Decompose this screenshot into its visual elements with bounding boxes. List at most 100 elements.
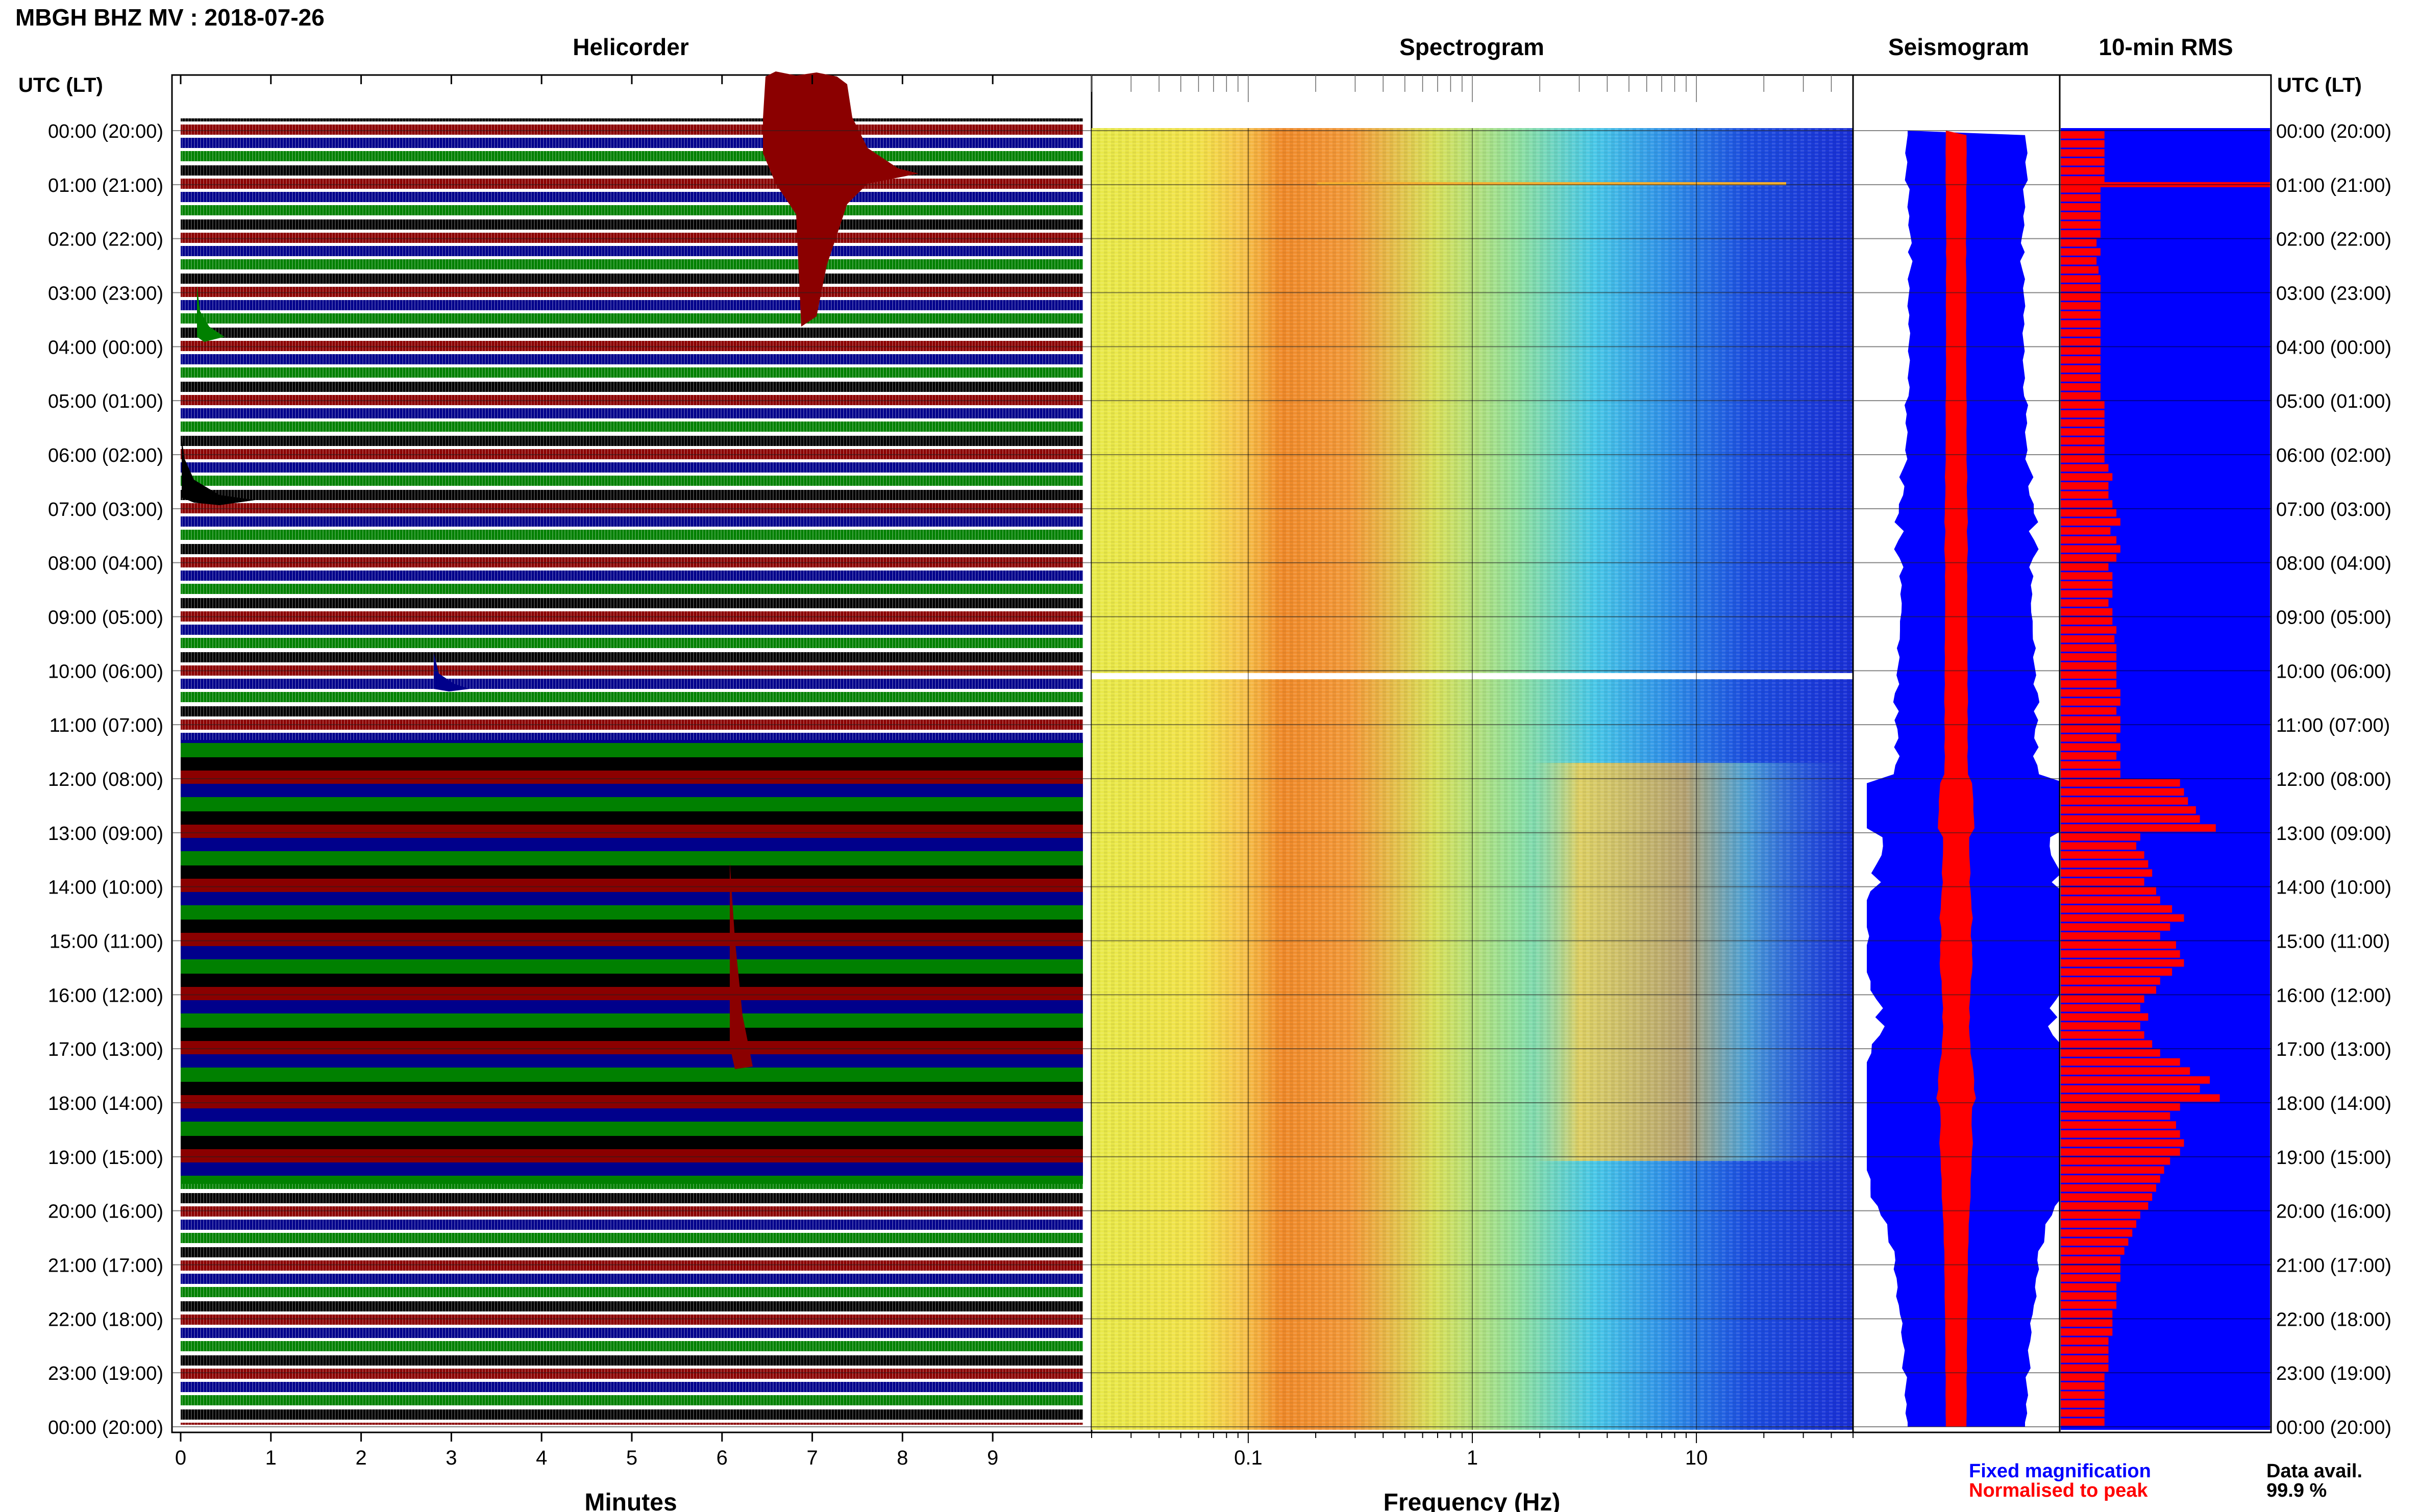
time-label-left: 12:00 (08:00) [48, 769, 163, 790]
time-label-right: 07:00 (03:00) [2276, 499, 2391, 520]
rms-bar [2061, 671, 2117, 679]
rms-bar [2061, 266, 2099, 274]
minute-tick-label: 2 [355, 1447, 366, 1469]
rms-bar [2061, 1247, 2125, 1255]
minute-tick-label: 8 [897, 1447, 908, 1469]
rms-bar [2061, 446, 2105, 454]
rms-bar [2061, 1301, 2117, 1309]
figure-title: MBGH BHZ MV : 2018-07-26 [15, 4, 325, 31]
rms-bar [2061, 1193, 2153, 1201]
minute-tick-label: 7 [806, 1447, 818, 1469]
rms-bar [2061, 959, 2184, 967]
time-label-left: 16:00 (12:00) [48, 985, 163, 1006]
spectrogram-panel: 0.1 1 10 [1091, 74, 1854, 1469]
time-label-left: 11:00 (07:00) [50, 715, 163, 736]
time-labels-right: 00:00 (20:00) 01:00 (21:00) 02:00 (22:00) 0… [2276, 121, 2391, 1439]
minute-tick-label: 5 [626, 1447, 637, 1469]
rms-bar [2061, 1274, 2120, 1282]
rms-bar [2061, 275, 2101, 283]
rms-bar [2061, 338, 2101, 346]
rms-bar [2061, 995, 2144, 1003]
rms-bar [2061, 257, 2097, 265]
spectrogram-grid [1092, 130, 1853, 1427]
helicorder-event-0300 [197, 286, 225, 342]
rms-bar [2061, 1130, 2180, 1138]
helicorder-event-1000 [434, 653, 470, 691]
rms-bar [2061, 788, 2184, 796]
rms-bar [2061, 320, 2101, 328]
rms-bar [2061, 419, 2105, 427]
time-label-right: 03:00 (23:00) [2276, 283, 2391, 305]
helicorder-traces [181, 118, 1083, 761]
rms-bar [2061, 1211, 2140, 1219]
rms-title: 10-min RMS [2099, 34, 2233, 60]
rms-bar [2061, 860, 2149, 868]
rms-bar [2061, 1238, 2129, 1246]
time-label-left: 19:00 (15:00) [48, 1147, 163, 1169]
legend-fixed-magnification: Fixed magnification [1969, 1460, 2151, 1482]
rms-bar [2061, 1220, 2137, 1228]
rms-bar [2061, 833, 2140, 841]
rms-bar [2061, 284, 2101, 292]
rms-bar [2061, 581, 2113, 589]
rms-bar [2061, 599, 2109, 607]
rms-bar [2061, 1040, 2153, 1048]
rms-bar [2061, 1373, 2105, 1381]
rms-bar [2061, 608, 2113, 616]
rms-bar [2061, 1265, 2120, 1273]
rms-bar [2061, 140, 2105, 148]
rms-bar [2061, 518, 2120, 526]
rms-bar [2061, 1094, 2220, 1102]
time-label-right: 14:00 (10:00) [2276, 877, 2391, 899]
rms-bar [2061, 635, 2115, 643]
helicorder-title: Helicorder [573, 34, 689, 60]
time-label-left: 17:00 (13:00) [48, 1039, 163, 1060]
rms-bar [2061, 1112, 2170, 1120]
time-labels-left: 00:00 (20:00) 01:00 (21:00) 02:00 (22:00) 0… [48, 121, 163, 1439]
time-label-right: 12:00 (08:00) [2276, 769, 2391, 790]
rms-bar [2061, 392, 2101, 400]
rms-bar [2061, 1013, 2149, 1021]
time-label-right: 05:00 (01:00) [2276, 391, 2391, 412]
rms-bar [2061, 221, 2101, 229]
rms-bar [2061, 1004, 2140, 1012]
rms-bar [2061, 158, 2105, 166]
time-label-right: 00:00 (20:00) [2276, 1417, 2391, 1439]
rms-bar [2061, 689, 2120, 697]
rms-bar [2061, 554, 2117, 562]
data-availability-label: Data avail. [2266, 1460, 2362, 1482]
rms-bar [2061, 302, 2101, 310]
rms-bar [2061, 167, 2105, 175]
rms-bar [2061, 248, 2101, 256]
rms-bar [2061, 401, 2105, 409]
rms-bar [2061, 239, 2097, 247]
rms-bar [2061, 1022, 2140, 1030]
rms-bar [2061, 1418, 2105, 1426]
time-label-left: 03:00 (23:00) [48, 283, 163, 305]
time-label-right: 06:00 (02:00) [2276, 445, 2391, 466]
seismogram-panel [1852, 74, 2066, 1433]
rms-bar [2061, 1049, 2160, 1057]
rms-bar [2061, 347, 2101, 355]
rms-bar [2061, 734, 2117, 742]
rms-bar [2061, 149, 2105, 157]
time-label-left: 07:00 (03:00) [48, 499, 163, 520]
rms-bar [2061, 725, 2120, 733]
rms-bar [2061, 653, 2117, 661]
minute-tick-label: 4 [536, 1447, 547, 1469]
rms-bar [2061, 311, 2101, 319]
rms-bar [2061, 1328, 2113, 1336]
rms-bar [2061, 437, 2105, 445]
rms-bar [2061, 1076, 2210, 1084]
rms-bar [2061, 896, 2160, 904]
rms-bar [2061, 230, 2101, 238]
rms-bar [2061, 707, 2117, 715]
time-label-right: 16:00 (12:00) [2276, 985, 2391, 1006]
rms-bar [2061, 509, 2117, 517]
rms-bar [2061, 680, 2117, 688]
rms-bar [2061, 1391, 2105, 1399]
rms-bar [2061, 293, 2101, 301]
rms-bars [2061, 131, 2270, 1426]
helicorder-event-burst [763, 71, 919, 327]
